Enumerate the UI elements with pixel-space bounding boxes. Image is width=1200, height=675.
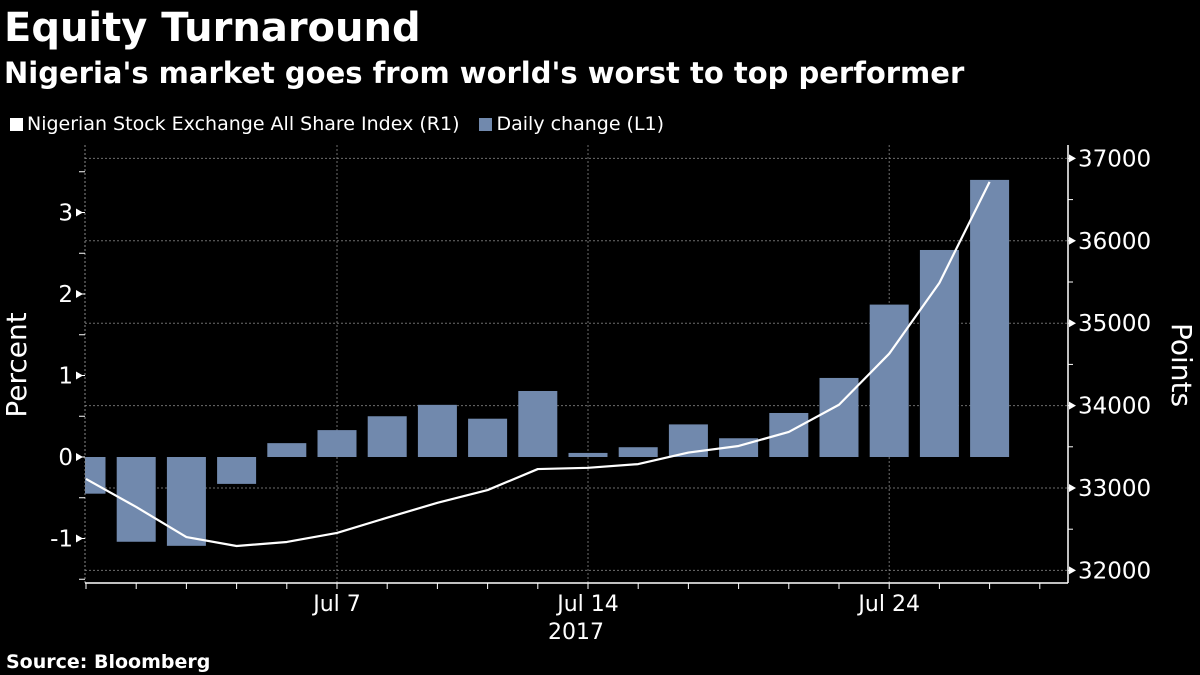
bar-daily-change	[468, 418, 508, 457]
legend-label-index: Nigerian Stock Exchange All Share Index …	[27, 113, 460, 135]
left-axis-tick-label: 3	[58, 201, 73, 227]
legend-item-daily-change: Daily change (L1)	[479, 110, 664, 138]
chart-subtitle: Nigeria's market goes from world's worst…	[4, 56, 965, 90]
right-axis-tick-marker	[1069, 401, 1076, 410]
bar-daily-change	[166, 457, 206, 546]
right-axis-tick-marker	[1069, 566, 1076, 575]
right-axis-tick-marker	[1069, 236, 1076, 245]
bar-daily-change	[367, 416, 407, 457]
left-axis-tick-marker	[76, 371, 83, 380]
bar-daily-change	[618, 447, 658, 457]
left-axis-tick-label: 2	[58, 282, 73, 308]
source-note: Source: Bloomberg	[6, 651, 211, 673]
bar-daily-change	[869, 304, 909, 457]
bar-daily-change	[417, 404, 457, 457]
legend-label-daily-change: Daily change (L1)	[496, 113, 665, 135]
legend: Nigerian Stock Exchange All Share Index …	[10, 110, 684, 138]
right-axis-tick-label: 37000	[1078, 146, 1151, 172]
left-axis-tick-label: -1	[50, 527, 73, 553]
chart-title: Equity Turnaround	[4, 5, 421, 51]
right-axis-tick-label: 34000	[1078, 394, 1151, 420]
bar-daily-change	[317, 430, 357, 457]
left-axis-tick-label: 1	[58, 364, 73, 390]
legend-swatch-bar	[479, 117, 493, 131]
line-series	[85, 181, 991, 548]
right-axis-tick-label: 36000	[1078, 229, 1151, 255]
left-axis-tick-label: 0	[58, 445, 73, 471]
right-axis-tick-marker	[1069, 154, 1076, 163]
bar-daily-change	[970, 179, 1010, 457]
left-axis-tick-marker	[76, 453, 83, 461]
right-axis-tick-marker	[1069, 484, 1076, 492]
left-axis-title: Percent	[0, 312, 33, 417]
x-axis-year-label: 2017	[548, 620, 604, 645]
axis-labels: -1 0 1 2 3 Percent 32000 33000 34000 35000 36000 37…	[0, 146, 1198, 645]
axes	[76, 145, 1076, 589]
right-axis-tick-label: 33000	[1078, 476, 1151, 502]
left-axis-tick-marker	[76, 534, 83, 543]
right-axis-tick-label: 32000	[1078, 558, 1151, 584]
left-axis-tick-marker	[76, 208, 83, 217]
bar-series	[85, 179, 1010, 546]
right-axis-tick-label: 35000	[1078, 311, 1151, 337]
x-axis-tick-label: Jul 7	[311, 592, 361, 617]
bar-daily-change	[267, 443, 307, 457]
legend-swatch-line	[10, 117, 23, 131]
bar-daily-change	[518, 390, 558, 457]
line-index	[85, 181, 991, 548]
right-axis-tick-marker	[1069, 319, 1076, 328]
x-axis-tick-label: Jul 24	[856, 592, 920, 617]
bar-daily-change	[568, 452, 608, 457]
left-axis-tick-marker	[76, 290, 83, 298]
gridlines	[85, 145, 1068, 583]
bar-daily-change	[85, 457, 106, 494]
legend-item-index: Nigerian Stock Exchange All Share Index …	[10, 110, 459, 138]
right-axis-title: Points	[1165, 323, 1198, 407]
x-axis-tick-label: Jul 14	[555, 592, 619, 617]
bar-daily-change	[217, 457, 257, 484]
